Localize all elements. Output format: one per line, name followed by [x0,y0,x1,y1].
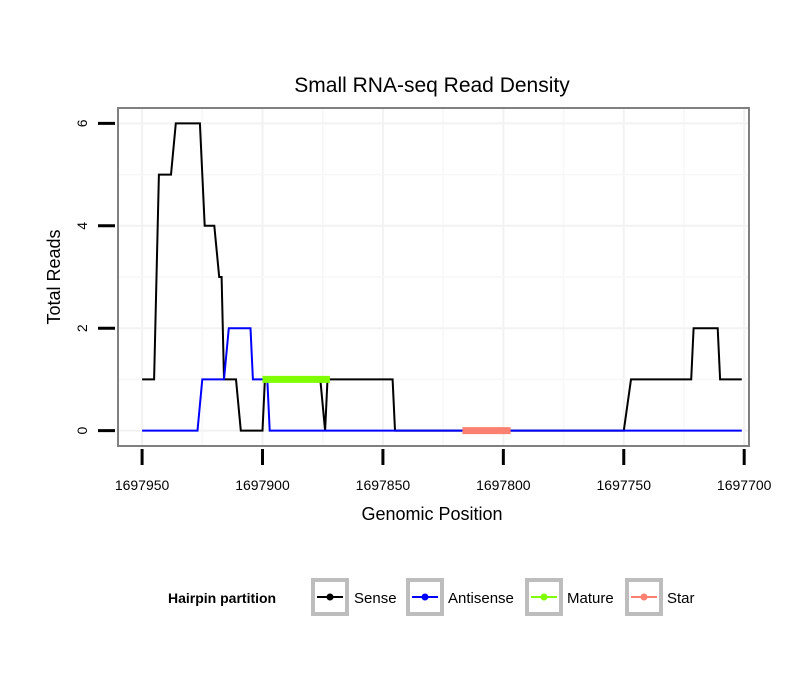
legend-item-mature: Mature [525,578,614,616]
x-tick-label: 1697800 [476,477,531,493]
legend: Hairpin partition Sense Antisense Mature St… [168,578,695,616]
x-tick-label: 1697700 [717,477,772,493]
x-tick-label: 1697950 [115,477,170,493]
legend-key-dot [640,593,648,601]
legend-item-sense: Sense [311,578,397,616]
y-tick-label: 4 [74,222,90,230]
y-axis-label: Total Reads [44,229,64,324]
legend-key-dot [540,593,548,601]
series-lines [142,122,742,435]
legend-key-dot [326,593,334,601]
legend-key-dot [421,593,429,601]
x-tick-label: 1697900 [235,477,290,493]
legend-item-star: Star [625,578,695,616]
x-axis-label: Genomic Position [361,504,502,524]
legend-label: Mature [567,590,614,607]
legend-label: Star [667,590,695,607]
x-axis-ticks: 1697950 1697900 1697850 1697800 1697750 16977… [115,449,772,493]
y-tick-label: 0 [74,426,90,434]
series-sense-line [142,122,742,432]
series-antisense-line [142,327,742,432]
legend-label: Sense [354,590,397,607]
y-tick-label: 6 [74,119,90,127]
y-axis-ticks: 0 2 4 6 [74,119,115,434]
legend-title: Hairpin partition [168,590,276,606]
y-tick-label: 2 [74,324,90,332]
plot-border [117,107,750,447]
legend-label: Antisense [448,590,514,607]
x-tick-label: 1697850 [356,477,411,493]
x-tick-label: 1697750 [597,477,652,493]
legend-item-antisense: Antisense [406,578,514,616]
chart-title: Small RNA-seq Read Density [294,74,570,97]
